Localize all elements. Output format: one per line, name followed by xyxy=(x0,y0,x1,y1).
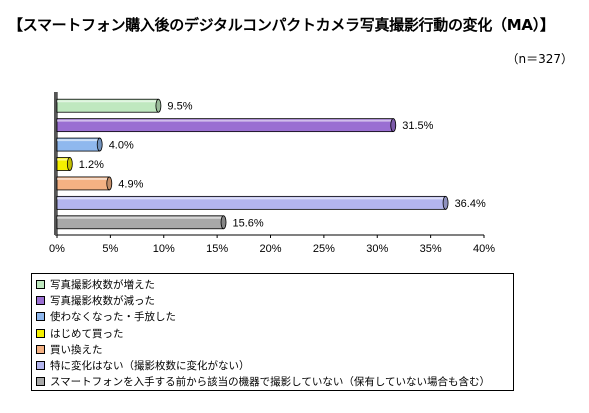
y-axis-wall xyxy=(54,92,57,235)
x-tick-label: 5% xyxy=(102,243,118,255)
bar-cap xyxy=(442,195,449,210)
legend-label: 写真撮影枚数が減った xyxy=(50,294,155,307)
legend-label: スマートフォンを入手する前から該当の機器で撮影していない（保有していない場合も含… xyxy=(50,376,491,389)
x-tick-label: 35% xyxy=(420,243,442,255)
chart-legend: 写真撮影枚数が増えた 写真撮影枚数が減った使わなくなった・手放した はじめて買った買… xyxy=(31,273,514,391)
bar-3 xyxy=(56,137,103,152)
x-tick-label: 20% xyxy=(259,243,281,255)
x-tick-label: 30% xyxy=(366,243,388,255)
legend-label: 買い換えた xyxy=(50,343,103,356)
bar-cap xyxy=(220,215,227,230)
value-label: 36.4% xyxy=(455,198,486,210)
bar-chart: 9.5% 31.5% 4.0% 1.2% 4.9% 36.4% 15.6% 0% 5% 10% 1… xyxy=(49,92,495,255)
legend-swatch xyxy=(36,361,45,371)
bar-5 xyxy=(56,176,113,191)
x-tick-label: 15% xyxy=(206,243,228,255)
bar-cap xyxy=(390,118,397,133)
bar-cap xyxy=(66,157,73,171)
legend-swatch xyxy=(36,279,45,289)
bar-6 xyxy=(56,195,449,210)
x-tick-label: 25% xyxy=(313,243,335,255)
value-label: 4.0% xyxy=(109,140,134,152)
legend-swatch xyxy=(36,328,45,338)
legend-item: 写真撮影枚数が増えた xyxy=(36,276,513,292)
bar-cap xyxy=(96,137,103,152)
legend-item: 買い換えた xyxy=(36,341,513,357)
legend-item: スマートフォンを入手する前から該当の機器で撮影していない（保有していない場合も含… xyxy=(36,374,513,390)
bar-7 xyxy=(56,215,227,230)
bar-4 xyxy=(56,157,73,171)
bar-2 xyxy=(56,118,397,133)
bar-cap xyxy=(106,176,113,191)
legend-swatch xyxy=(36,344,45,354)
legend-item: 使わなくなった・手放した xyxy=(36,309,513,325)
value-label: 31.5% xyxy=(402,120,433,132)
sample-size-label: （n＝327） xyxy=(506,52,573,66)
legend-item: はじめて買った xyxy=(36,325,513,341)
legend-label: はじめて買った xyxy=(50,327,124,340)
bar-1 xyxy=(56,98,162,113)
legend-item: 特に変化はない（撮影枚数に変化がない） xyxy=(36,357,513,373)
value-label: 9.5% xyxy=(167,101,192,113)
legend-swatch xyxy=(36,312,45,322)
x-tick-label: 0% xyxy=(49,243,65,255)
value-label: 4.9% xyxy=(118,178,143,190)
legend-label: 特に変化はない（撮影枚数に変化がない） xyxy=(50,360,250,373)
chart-title: 【スマートフォン購入後のデジタルコンパクトカメラ写真撮影行動の変化（MA）】 xyxy=(8,16,555,34)
x-tick-label: 40% xyxy=(473,243,495,255)
legend-label: 写真撮影枚数が増えた xyxy=(50,278,155,291)
bar-cap xyxy=(155,98,162,113)
value-label: 1.2% xyxy=(79,159,104,171)
legend-label: 使わなくなった・手放した xyxy=(50,311,176,324)
legend-swatch xyxy=(36,295,45,305)
legend-swatch xyxy=(36,377,45,387)
x-tick-label: 10% xyxy=(153,243,175,255)
legend-item: 写真撮影枚数が減った xyxy=(36,292,513,308)
value-label: 15.6% xyxy=(233,217,264,229)
